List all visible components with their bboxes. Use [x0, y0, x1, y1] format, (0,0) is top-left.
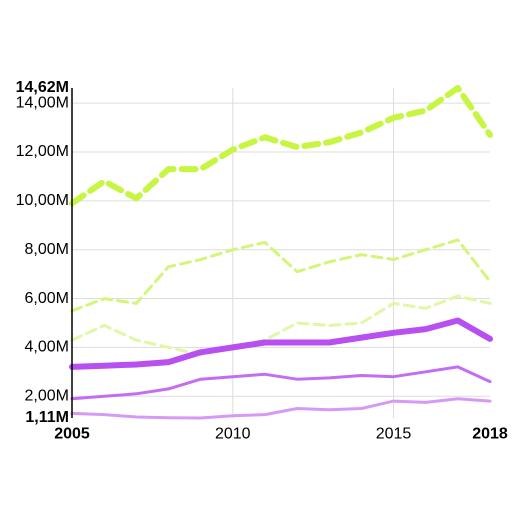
series-line-3: [72, 321, 490, 367]
series-line-2: [72, 296, 490, 355]
x-tick-label-2: 2015: [376, 425, 412, 442]
y-tick-label-5: 10,00M: [16, 192, 69, 209]
x-tick-label-1: 2010: [215, 425, 251, 442]
y-tick-label-4: 8,00M: [25, 241, 69, 258]
grid-lines: [72, 88, 490, 418]
y-tick-label-8: 14,62M: [16, 79, 69, 96]
y-tick-label-6: 12,00M: [16, 143, 69, 160]
y-tick-label-0: 1,11M: [25, 409, 69, 426]
series-line-1: [72, 240, 490, 311]
series-line-4: [72, 367, 490, 399]
y-tick-label-2: 4,00M: [25, 339, 69, 356]
x-tick-label-3: 2018: [472, 425, 508, 442]
series-lines: [72, 88, 490, 418]
y-tick-label-1: 2,00M: [25, 387, 69, 404]
y-tick-label-7: 14,00M: [16, 94, 69, 111]
series-line-5: [72, 399, 490, 418]
x-tick-label-0: 2005: [54, 425, 90, 442]
y-tick-label-3: 6,00M: [25, 290, 69, 307]
tick-labels: 1,11M 2,00M 4,00M 6,00M 8,00M 10,00M 12,00M 14,…: [16, 79, 508, 442]
series-line-0: [72, 88, 490, 203]
